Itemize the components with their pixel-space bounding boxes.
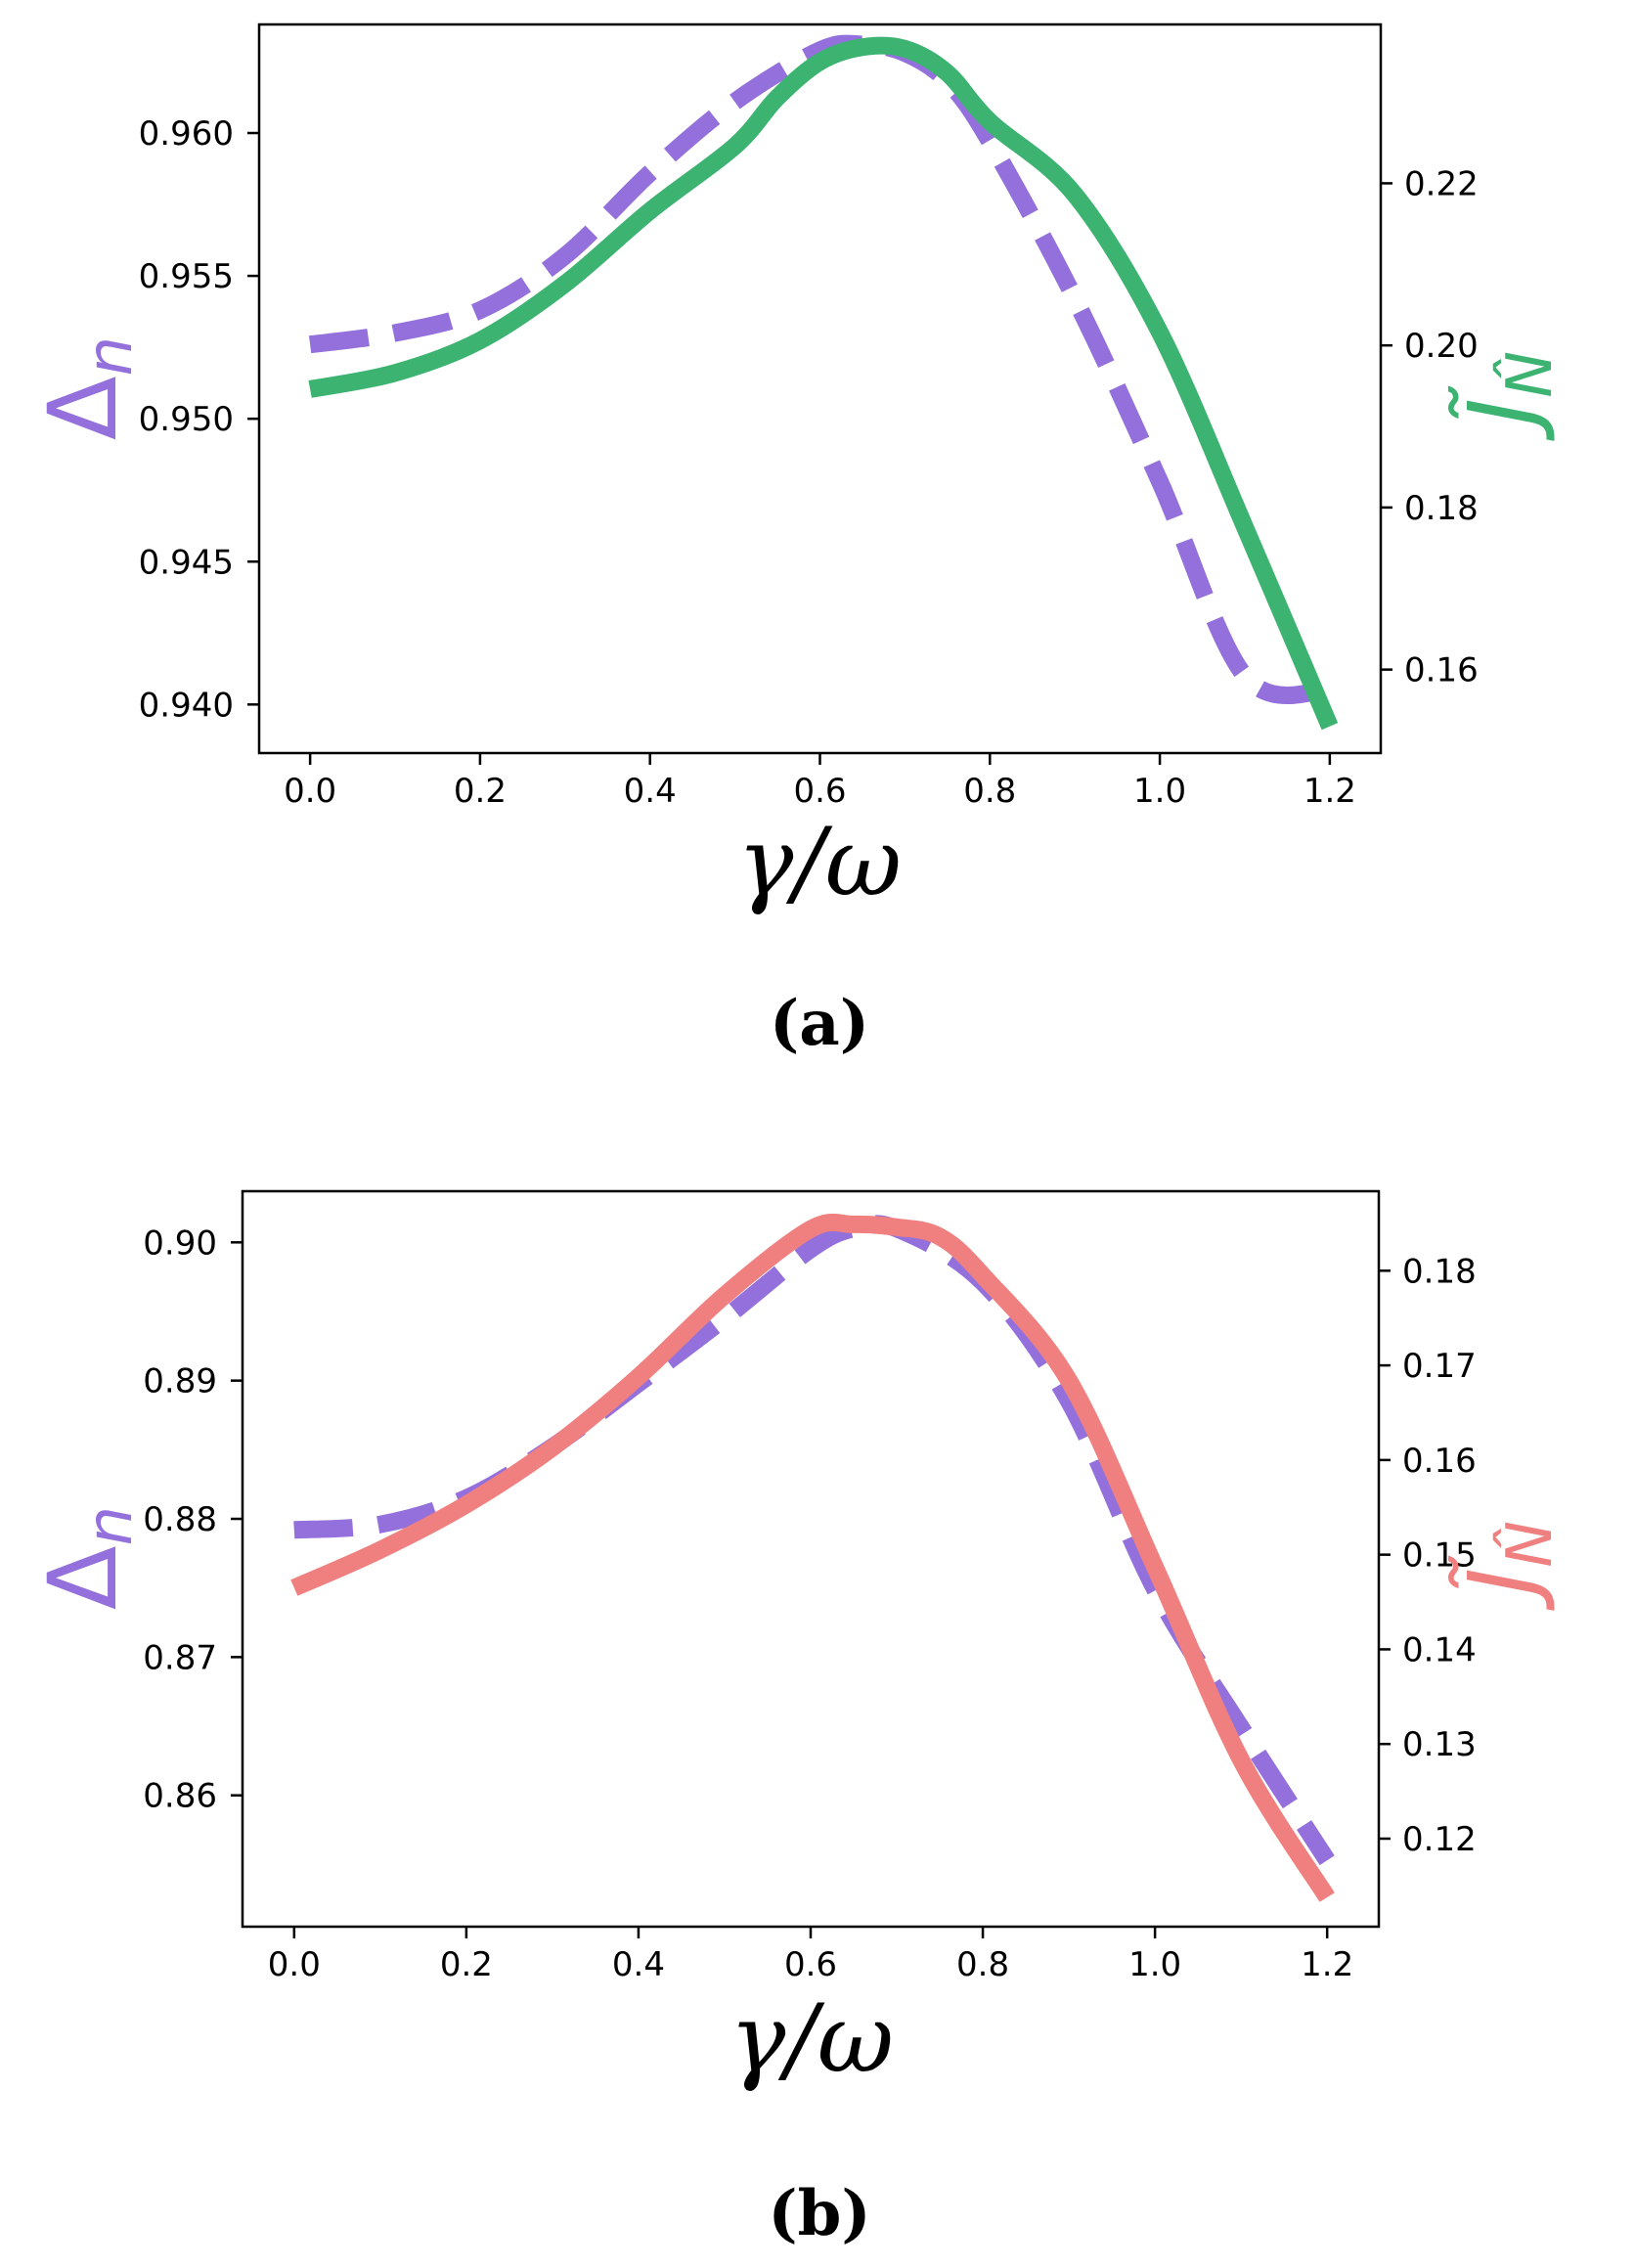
x-tick-label: 0.0 — [284, 772, 336, 811]
y-right-tick-label: 0.16 — [1404, 651, 1479, 690]
y-left-tick-label: 0.950 — [139, 400, 234, 439]
y-right-tick-label: 0.18 — [1404, 489, 1479, 528]
y-left-tick-label: 0.940 — [139, 686, 234, 725]
y-right-label-sub-a: N̂ — [1491, 351, 1567, 398]
y-left-tick-label: 0.960 — [139, 114, 234, 154]
y-left-tick-label: 0.89 — [143, 1362, 217, 1401]
x-tick-label: 0.0 — [268, 1945, 321, 1984]
y-right-axis-ticks-b: 0.12 0.13 0.14 0.15 0.16 0.17 0.18 — [1379, 1252, 1477, 1859]
panel-label-b: (b) — [768, 2177, 870, 2250]
svg-text:Δn: Δn — [28, 1506, 147, 1610]
x-axis-ticks-a: 0.0 0.2 0.4 0.6 0.8 1.0 1.2 — [284, 753, 1356, 811]
plot-area-frame-b — [241, 1189, 1381, 1929]
x-tick-label: 0.8 — [963, 772, 1016, 811]
series-group-b — [290, 1213, 1335, 1902]
y-left-label-main-b: Δ — [28, 1545, 138, 1610]
y-right-tick-label: 0.17 — [1402, 1347, 1477, 1386]
series-delta-n-line — [308, 34, 1332, 705]
x-axis-label-b: γ/ω — [729, 1984, 894, 2094]
y-right-tick-label: 0.14 — [1402, 1630, 1477, 1669]
x-tick-label: 0.4 — [624, 772, 677, 811]
y-right-tick-label: 0.22 — [1404, 164, 1479, 203]
x-tick-label: 1.0 — [1128, 1945, 1181, 1984]
x-tick-label: 0.8 — [956, 1945, 1009, 1984]
y-right-tick-label: 0.12 — [1402, 1820, 1477, 1859]
x-axis-ticks-b: 0.0 0.2 0.4 0.6 0.8 1.0 1.2 — [268, 1927, 1353, 1984]
series-j-n-line — [290, 1213, 1335, 1902]
chart-panel-a: 0.0 0.2 0.4 0.6 0.8 1.0 1.2 0.9400.9450.9500.9… — [28, 22, 1567, 1060]
y-left-tick-label: 0.87 — [143, 1638, 217, 1677]
chart-panel-b: 0.0 0.2 0.4 0.6 0.8 1.0 1.2 0.860.870.880.890.… — [28, 1189, 1567, 2250]
x-tick-label: 0.6 — [793, 772, 846, 811]
y-left-tick-label: 0.955 — [139, 257, 234, 296]
svg-text:Δn: Δn — [28, 336, 147, 440]
y-right-tick-label: 0.20 — [1404, 327, 1479, 366]
x-tick-label: 0.4 — [612, 1945, 665, 1984]
y-right-tick-label: 0.15 — [1402, 1536, 1477, 1576]
series-j-n-line — [308, 36, 1339, 731]
y-left-label-sub-b: n — [74, 1506, 147, 1546]
y-left-axis-label-a: Δn — [28, 336, 147, 440]
x-tick-label: 0.6 — [784, 1945, 837, 1984]
y-left-label-main-a: Δ — [28, 376, 138, 440]
plot-area-frame-a — [257, 22, 1383, 755]
series-delta-n-line — [293, 1215, 1335, 1866]
y-right-tick-label: 0.13 — [1402, 1725, 1477, 1764]
y-left-axis-label-b: Δn — [28, 1506, 147, 1610]
y-right-axis-ticks-a: 0.16 0.18 0.20 0.22 — [1381, 164, 1479, 690]
y-right-tick-label: 0.18 — [1402, 1252, 1477, 1291]
y-left-tick-label: 0.945 — [139, 543, 234, 582]
y-left-tick-label: 0.90 — [143, 1223, 217, 1263]
y-left-tick-label: 0.86 — [143, 1777, 217, 1816]
y-right-tick-label: 0.16 — [1402, 1442, 1477, 1481]
series-group-a — [308, 34, 1339, 731]
panel-label-a: (a) — [770, 987, 869, 1060]
y-right-label-sub-b: N̂ — [1491, 1521, 1567, 1568]
x-tick-label: 0.2 — [440, 1945, 493, 1984]
y-left-axis-ticks-a: 0.940 0.945 0.950 0.955 0.960 — [139, 114, 259, 725]
y-left-axis-ticks-b: 0.86 0.87 0.88 0.89 0.90 — [143, 1223, 243, 1816]
x-tick-label: 0.2 — [454, 772, 507, 811]
x-tick-label: 1.2 — [1301, 1945, 1353, 1984]
x-tick-label: 1.0 — [1133, 772, 1186, 811]
x-tick-label: 1.2 — [1304, 772, 1356, 811]
y-left-tick-label: 0.88 — [143, 1500, 217, 1539]
x-axis-label-a: γ/ω — [737, 808, 902, 917]
y-left-label-sub-a: n — [74, 336, 147, 377]
